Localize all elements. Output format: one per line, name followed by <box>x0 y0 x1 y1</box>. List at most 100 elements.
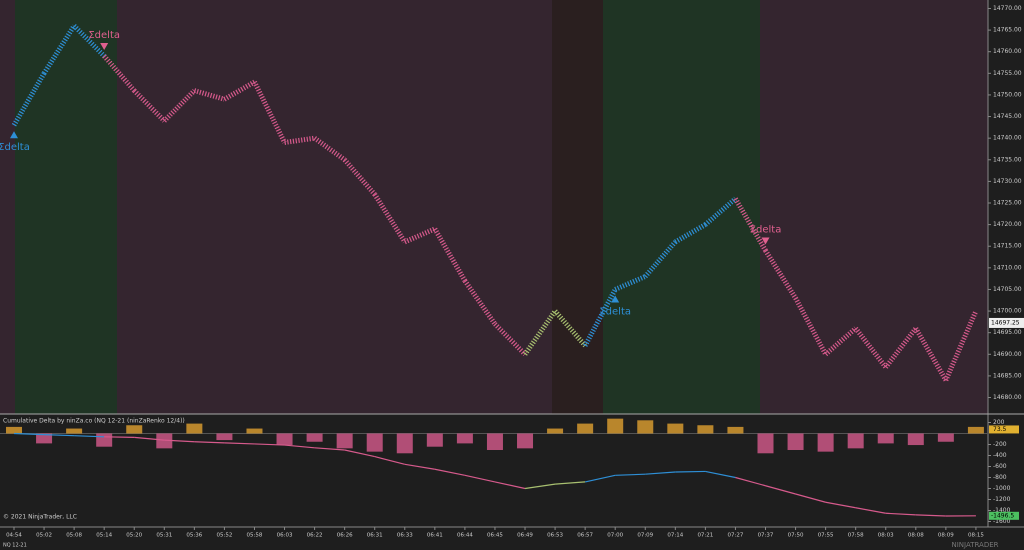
x-tick-label: 06:41 <box>427 533 443 539</box>
x-tick-label: 07:37 <box>758 533 774 539</box>
delta-bar <box>967 426 984 434</box>
x-tick-label: 05:36 <box>186 533 202 539</box>
price-segment <box>462 279 498 326</box>
delta-segment <box>284 444 315 449</box>
delta-segment <box>194 441 225 444</box>
delta-segment <box>224 442 255 445</box>
y-tick-label: 200 <box>993 419 1005 426</box>
delta-bar <box>216 433 233 441</box>
delta-bar <box>817 433 834 452</box>
y-tick-label: 14720.00 <box>993 221 1022 228</box>
y-tick-label: -800 <box>993 474 1007 481</box>
delta-segment <box>555 481 586 485</box>
y-tick-label: 14765.00 <box>993 27 1022 34</box>
x-tick-label: 05:31 <box>156 533 172 539</box>
y-tick-label: 14740.00 <box>993 135 1022 142</box>
y-tick-label: 14755.00 <box>993 70 1022 77</box>
delta-bar <box>336 433 353 449</box>
y-tick-label: 14695.00 <box>993 329 1022 336</box>
delta-bar <box>637 420 654 434</box>
x-tick-label: 07:55 <box>818 533 834 539</box>
delta-bar <box>757 433 774 454</box>
delta-bar <box>727 426 744 434</box>
delta-bar <box>907 433 924 446</box>
x-tick-label: 08:09 <box>938 533 954 539</box>
x-tick-label: 07:09 <box>637 533 653 539</box>
x-tick-label: 06:49 <box>517 533 533 539</box>
x-tick-label: 06:22 <box>307 533 323 539</box>
price-segment <box>193 88 226 102</box>
x-tick-label: 06:03 <box>277 533 293 539</box>
price-tag-label: 14697.25 <box>991 319 1020 326</box>
x-tick-label: 07:27 <box>728 533 744 539</box>
delta-segment <box>765 485 796 495</box>
x-tick-label: 05:08 <box>66 533 82 539</box>
price-segment <box>41 24 77 75</box>
delta-segment <box>344 449 375 458</box>
x-tick-label: 06:26 <box>337 533 353 539</box>
delta-bar <box>577 423 594 434</box>
x-tick-label: 06:33 <box>397 533 413 539</box>
signal-arrow <box>761 237 770 245</box>
delta-segment <box>164 439 195 443</box>
delta-segment <box>855 507 886 514</box>
price-segment <box>553 309 588 348</box>
x-tick-label: 05:52 <box>216 533 232 539</box>
price-segment <box>102 54 137 93</box>
signal-arrow <box>10 131 18 139</box>
delta-segment <box>104 436 135 438</box>
signal-arrow <box>611 295 620 303</box>
price-segment <box>223 79 256 102</box>
x-tick-label: 06:57 <box>577 533 593 539</box>
signal-label: Σdelta <box>750 225 782 236</box>
x-tick-label: 05:14 <box>96 533 112 539</box>
x-tick-label: 05:02 <box>36 533 52 539</box>
x-tick-label: 05:20 <box>126 533 142 539</box>
signal-arrow <box>100 43 109 51</box>
y-tick-label: -600 <box>993 463 1007 470</box>
delta-bar <box>697 425 714 434</box>
delta-bar <box>787 433 804 450</box>
y-tick-label: 14760.00 <box>993 48 1022 55</box>
price-segment <box>763 249 798 300</box>
delta-bar <box>156 433 173 449</box>
y-tick-label: -1200 <box>993 496 1011 503</box>
delta-bar <box>547 428 564 434</box>
delta-bar <box>6 426 22 434</box>
x-tick-label: 04:54 <box>6 533 22 539</box>
price-segment <box>643 240 678 279</box>
delta-segment <box>74 435 105 438</box>
x-tick-label: 07:00 <box>607 533 623 539</box>
x-tick-label: 07:58 <box>848 533 864 539</box>
delta-segment <box>705 470 736 479</box>
price-segment <box>582 288 618 347</box>
delta-segment <box>134 436 165 441</box>
logo: NINJATRADER <box>951 541 998 549</box>
value-tag-label: -1496.5 <box>991 512 1014 519</box>
delta-bar <box>96 433 113 447</box>
delta-segment <box>885 512 916 516</box>
delta-segment <box>795 493 826 503</box>
instrument: NQ 12-21 <box>3 543 27 549</box>
delta-segment <box>374 456 405 465</box>
trend-zone <box>552 0 603 414</box>
y-tick-label: 14725.00 <box>993 200 1022 207</box>
delta-bar <box>36 433 53 444</box>
y-tick-label: 14770.00 <box>993 5 1022 12</box>
delta-segment <box>825 501 856 509</box>
delta-bar <box>366 433 383 452</box>
y-tick-label: 14730.00 <box>993 178 1022 185</box>
signal-label: Σdelta <box>0 142 30 153</box>
y-tick-label: 14680.00 <box>993 394 1022 401</box>
x-tick-label: 06:44 <box>457 533 473 539</box>
indicator-title: Cumulative Delta by ninZa.co (NQ 12-21 (… <box>3 418 185 425</box>
delta-bar <box>246 428 263 434</box>
price-segment <box>342 158 377 196</box>
delta-bar <box>186 423 203 434</box>
value-tag <box>989 425 1019 434</box>
price-segment <box>284 135 315 145</box>
value-tag <box>989 511 1019 520</box>
x-tick-label: 06:31 <box>367 533 383 539</box>
value-tag-label: 73.5 <box>993 426 1007 433</box>
